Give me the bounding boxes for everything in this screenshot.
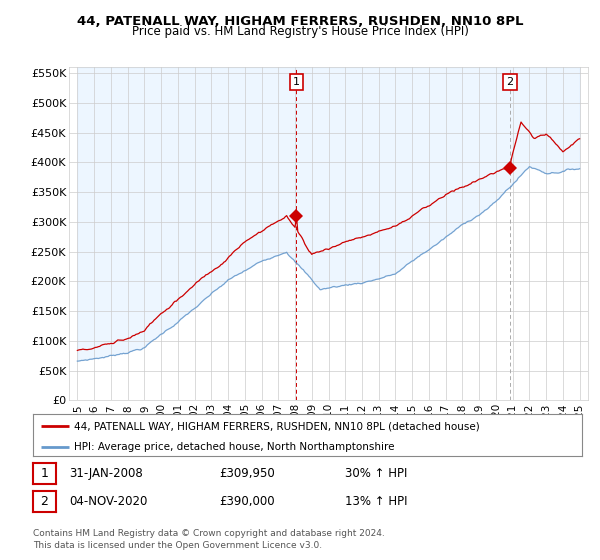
Text: 44, PATENALL WAY, HIGHAM FERRERS, RUSHDEN, NN10 8PL: 44, PATENALL WAY, HIGHAM FERRERS, RUSHDE…	[77, 15, 523, 27]
Text: 1: 1	[293, 77, 300, 87]
Text: 44, PATENALL WAY, HIGHAM FERRERS, RUSHDEN, NN10 8PL (detached house): 44, PATENALL WAY, HIGHAM FERRERS, RUSHDE…	[74, 421, 480, 431]
Text: 2: 2	[40, 494, 49, 508]
Text: HPI: Average price, detached house, North Northamptonshire: HPI: Average price, detached house, Nort…	[74, 442, 395, 452]
Text: Price paid vs. HM Land Registry's House Price Index (HPI): Price paid vs. HM Land Registry's House …	[131, 25, 469, 38]
Text: 1: 1	[40, 466, 49, 480]
Text: 04-NOV-2020: 04-NOV-2020	[69, 494, 148, 508]
Text: £390,000: £390,000	[219, 494, 275, 508]
Text: £309,950: £309,950	[219, 466, 275, 480]
Text: 30% ↑ HPI: 30% ↑ HPI	[345, 466, 407, 480]
Text: 13% ↑ HPI: 13% ↑ HPI	[345, 494, 407, 508]
Text: Contains HM Land Registry data © Crown copyright and database right 2024.
This d: Contains HM Land Registry data © Crown c…	[33, 529, 385, 550]
Text: 31-JAN-2008: 31-JAN-2008	[69, 466, 143, 480]
Text: 2: 2	[506, 77, 514, 87]
